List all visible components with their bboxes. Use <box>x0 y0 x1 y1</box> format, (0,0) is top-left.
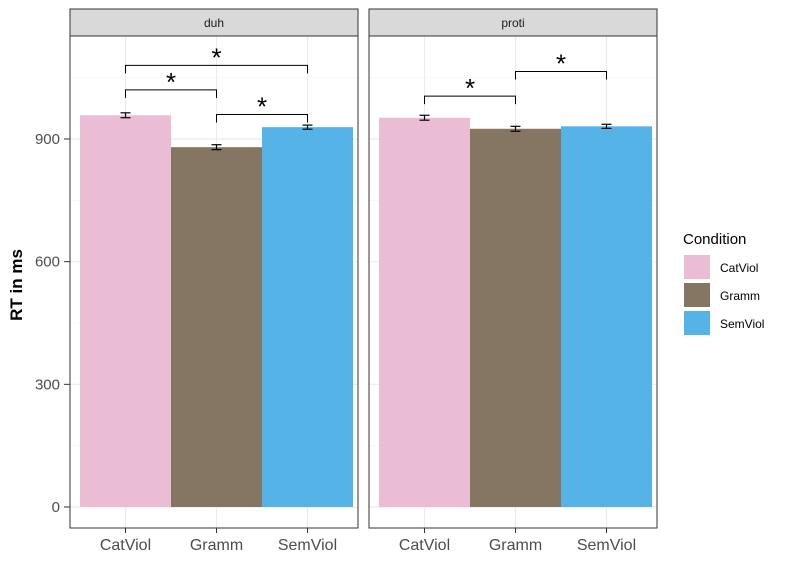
y-tick-label: 600 <box>35 254 60 271</box>
bar-gramm <box>171 147 262 507</box>
legend-label: Gramm <box>720 289 760 303</box>
y-axis-title: RT in ms <box>7 249 26 321</box>
facet-panel-proti: proti ** CatViol Gramm SemViol <box>368 8 658 554</box>
legend-item-catviol: CatViol <box>684 255 758 279</box>
significance-bracket: * <box>424 73 516 105</box>
bar-gramm <box>470 128 561 507</box>
legend-label: CatViol <box>720 261 758 275</box>
legend-key <box>684 311 710 335</box>
significance-bracket: * <box>125 42 308 74</box>
legend-title: Condition <box>683 231 746 248</box>
y-tick-label: 0 <box>52 499 60 516</box>
panel-border <box>69 35 359 529</box>
x-tick-label: Gramm <box>489 537 542 554</box>
bar-semviol <box>561 126 652 507</box>
x-tick-labels: CatViol Gramm SemViol <box>399 528 636 554</box>
facet-strip-label: proti <box>501 16 524 30</box>
significance-label: * <box>211 42 221 72</box>
legend: Condition CatViol Gramm SemViol <box>683 231 764 335</box>
y-tick-label: 300 <box>35 376 60 393</box>
error-bar <box>419 114 430 121</box>
legend-key <box>684 255 710 279</box>
bar-semviol <box>262 127 353 508</box>
facet-panel-duh: duh * * * CatViol Gramm SemViol <box>69 8 359 554</box>
y-tick-label: 900 <box>35 131 60 148</box>
bar-catviol <box>379 117 470 507</box>
legend-item-semviol: SemViol <box>684 311 764 335</box>
bar-catviol <box>80 115 171 507</box>
panel-plot-area: ** <box>368 35 658 529</box>
legend-label: SemViol <box>720 317 764 331</box>
significance-label: * <box>257 91 267 121</box>
significance-bracket: * <box>216 91 308 123</box>
x-tick-label: Gramm <box>190 537 243 554</box>
error-bar <box>120 112 131 119</box>
facet-strip <box>368 8 658 37</box>
panel-plot-area: * * * <box>69 35 359 529</box>
x-tick-label: SemViol <box>278 537 337 554</box>
x-tick-labels: CatViol Gramm SemViol <box>100 528 337 554</box>
error-bar <box>211 144 222 151</box>
error-bar <box>601 123 612 129</box>
legend-item-gramm: Gramm <box>684 283 760 307</box>
facet-strip-label: duh <box>204 16 224 30</box>
significance-bracket: * <box>125 67 217 98</box>
significance-label: * <box>465 73 475 103</box>
y-tick-labels: 0 300 600 900 <box>35 131 70 516</box>
error-bar <box>510 125 521 132</box>
significance-bracket: * <box>515 49 607 80</box>
error-bar <box>302 124 313 130</box>
panel-border <box>368 35 658 529</box>
legend-key <box>684 283 710 307</box>
significance-label: * <box>166 67 176 97</box>
x-tick-label: CatViol <box>100 537 151 554</box>
x-tick-label: SemViol <box>577 537 636 554</box>
significance-label: * <box>556 49 566 79</box>
x-tick-label: CatViol <box>399 537 450 554</box>
